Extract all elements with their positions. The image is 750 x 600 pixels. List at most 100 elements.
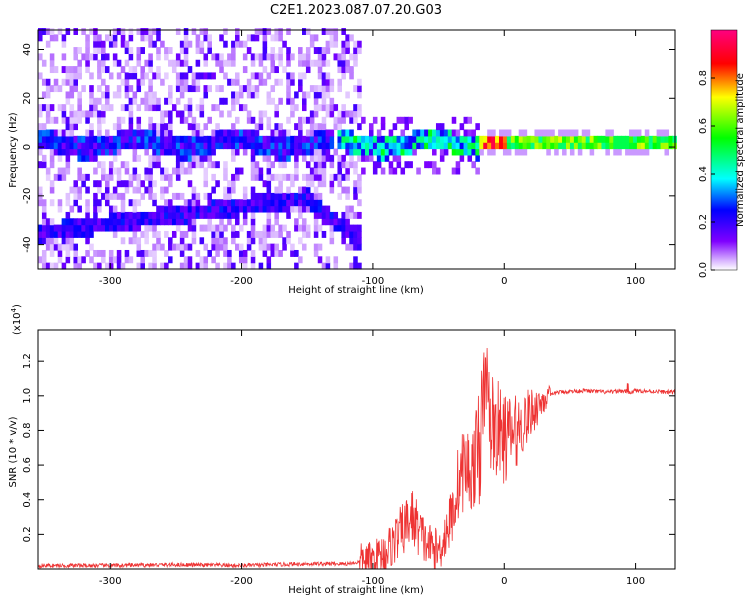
heatmap-cell: [156, 205, 161, 213]
heatmap-cell: [65, 161, 71, 169]
heatmap-cell: [412, 142, 417, 150]
heatmap-cell: [171, 142, 177, 150]
heatmap-cell: [341, 53, 346, 61]
heatmap-cell: [195, 59, 201, 67]
heatmap-cell: [231, 129, 236, 137]
heatmap-cell: [353, 85, 358, 93]
heatmap-cell: [274, 211, 279, 219]
heatmap-cell: [89, 104, 94, 112]
heatmap-cell: [617, 135, 622, 143]
heatmap-cell: [101, 91, 106, 99]
heatmap-cell: [53, 129, 59, 137]
heatmap-cell: [223, 249, 228, 257]
heatmap-cell: [301, 224, 307, 232]
heatmap-cell: [605, 129, 610, 137]
heatmap-cell: [357, 154, 362, 162]
heatmap-cell: [238, 142, 244, 150]
heatmap-cell: [506, 129, 512, 137]
heatmap-cell: [321, 47, 327, 55]
heatmap-cell: [171, 148, 177, 156]
heatmap-cell: [301, 148, 307, 156]
heatmap-cell: [77, 256, 82, 264]
heatmap-cell: [254, 148, 260, 156]
heatmap-cell: [215, 161, 220, 169]
heatmap-cell: [258, 167, 264, 175]
heatmap-cell: [65, 167, 71, 175]
heatmap-cell: [112, 142, 118, 150]
heatmap-cell: [286, 211, 291, 219]
heatmap-cell: [435, 135, 441, 143]
heatmap-cell: [227, 129, 232, 137]
heatmap-cell: [467, 142, 473, 150]
heatmap-cell: [305, 135, 311, 143]
heatmap-cell: [321, 116, 327, 124]
heatmap-cell: [223, 262, 228, 270]
heatmap-cell: [69, 129, 75, 137]
heatmap-cell: [156, 34, 161, 42]
heatmap-cell: [144, 129, 149, 137]
heatmap-cell: [329, 224, 335, 232]
heatmap-cell: [231, 104, 236, 112]
heatmap-cell: [475, 135, 480, 143]
heatmap-cell: [266, 148, 272, 156]
heatmap-cell: [254, 28, 260, 35]
heatmap-cell: [483, 142, 488, 150]
heatmap-cell: [632, 142, 638, 150]
heatmap-cell: [439, 135, 445, 143]
heatmap-cell: [128, 199, 134, 207]
heatmap-cell: [49, 34, 55, 42]
heatmap-cell: [609, 142, 614, 150]
heatmap-cell: [242, 249, 248, 257]
heatmap-cell: [160, 110, 165, 118]
heatmap-cell: [148, 249, 153, 257]
heatmap-cell: [45, 129, 51, 137]
heatmap-cell: [104, 85, 110, 93]
heatmap-cell: [112, 135, 118, 143]
heatmap-cell: [656, 142, 662, 150]
heatmap-cell: [136, 243, 142, 251]
colorbar-tick-label: 0.2: [698, 214, 709, 230]
heatmap-cell: [156, 47, 161, 55]
heatmap-cell: [250, 85, 256, 93]
heatmap-cell: [353, 116, 358, 124]
snr-panel: -300 -200 -100 0 100 0.20.40.60.81.01.2 Heig…: [8, 304, 676, 596]
heatmap-cell: [262, 205, 268, 213]
heatmap-cell: [345, 173, 350, 181]
heatmap-cell: [156, 129, 161, 137]
heatmap-cell: [231, 211, 236, 219]
heatmap-cell: [471, 148, 476, 156]
heatmap-cell: [625, 148, 630, 156]
heatmap-cell: [191, 230, 197, 238]
heatmap-cell: [53, 78, 59, 86]
heatmap-cell: [187, 97, 193, 105]
heatmap-cell: [341, 59, 346, 67]
heatmap-cell: [317, 53, 323, 61]
heatmap-cell: [124, 129, 130, 137]
heatmap-cell: [152, 148, 157, 156]
heatmap-cell: [577, 148, 583, 156]
heatmap-cell: [235, 116, 240, 124]
heatmap-cell: [309, 173, 315, 181]
heatmap-cell: [175, 28, 181, 35]
heatmap-cell: [475, 148, 480, 156]
heatmap-cell: [254, 129, 260, 137]
heatmap-cell: [93, 224, 98, 232]
heatmap-cell: [550, 129, 555, 137]
heatmap-cell: [89, 123, 94, 131]
heatmap-cell: [171, 104, 177, 112]
heatmap-cell: [262, 110, 268, 118]
heatmap-cell: [227, 205, 232, 213]
heatmap-cell: [652, 135, 658, 143]
heatmap-cell: [353, 243, 358, 251]
heatmap-cell: [298, 192, 303, 200]
heatmap-cell: [301, 154, 307, 162]
heatmap-cell: [156, 135, 161, 143]
heatmap-cell: [97, 161, 102, 169]
heatmap-cell: [317, 180, 323, 188]
heatmap-cell: [278, 123, 283, 131]
heatmap-cell: [629, 135, 634, 143]
heatmap-cell: [455, 161, 461, 169]
heatmap-cell: [65, 237, 71, 245]
heatmap-cell: [313, 123, 319, 131]
heatmap-cell: [85, 47, 90, 55]
